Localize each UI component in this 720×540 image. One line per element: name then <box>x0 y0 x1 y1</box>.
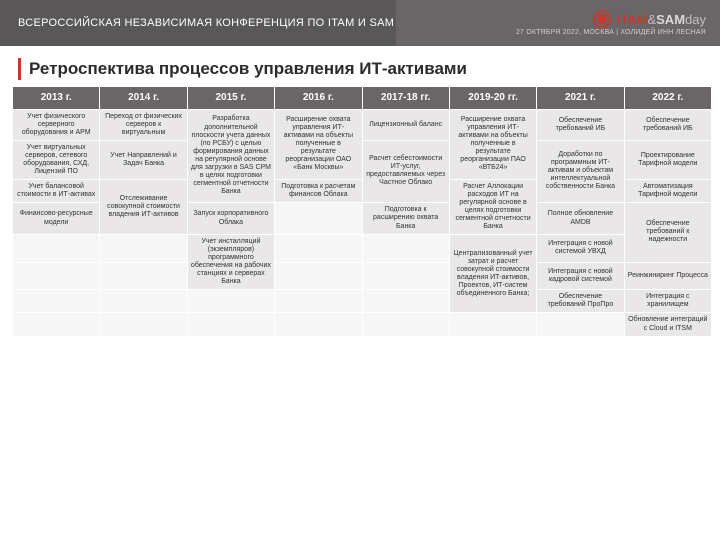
table-cell: Подготовка к расчетам финансов Облака <box>275 179 362 202</box>
table-cell: Отслеживание совокупной стоимости владен… <box>100 179 187 234</box>
banner-title: ВСЕРОССИЙСКАЯ НЕЗАВИСИМАЯ КОНФЕРЕНЦИЯ ПО… <box>18 17 394 29</box>
table-cell: Интеграция с хранилищем <box>624 290 711 313</box>
table-row: Учет инсталляций (экземпляров) программн… <box>13 235 712 263</box>
table-cell <box>100 313 187 336</box>
brand-itam: ITAM <box>617 12 648 27</box>
table-row: Учет физического серверного оборудования… <box>13 109 712 140</box>
table-cell: Расширение охвата управления ИТ-активами… <box>449 109 536 179</box>
brand-sam: SAM <box>656 12 685 27</box>
retrospective-table-wrap: 2013 г.2014 г.2015 г.2016 г.2017-18 гг.2… <box>0 86 720 337</box>
table-cell <box>100 262 187 290</box>
title-accent-bar <box>18 58 21 80</box>
year-header: 2021 г. <box>537 87 624 110</box>
slide-title: Ретроспектива процессов управления ИТ-ак… <box>29 59 467 79</box>
table-cell: Обеспечение требований ИБ <box>537 109 624 140</box>
table-cell <box>187 290 274 313</box>
table-cell: Расчет Аллокации расходов ИТ на регулярн… <box>449 179 536 234</box>
retrospective-table: 2013 г.2014 г.2015 г.2016 г.2017-18 гг.2… <box>12 86 712 337</box>
table-cell: Лицензионный баланс <box>362 109 449 140</box>
table-cell: Обновление интеграций с Cloud и ITSM <box>624 313 711 336</box>
year-header: 2013 г. <box>13 87 100 110</box>
table-cell: Расчет себестоимости ИТ-услуг, предостав… <box>362 140 449 202</box>
table-cell <box>362 262 449 290</box>
table-cell <box>362 235 449 263</box>
table-cell: Обеспечение требований ПроПро <box>537 290 624 313</box>
table-cell: Проектирование Тарифной модели <box>624 140 711 179</box>
table-cell: Учет Направлений и Задач Банка <box>100 140 187 179</box>
table-cell <box>13 290 100 313</box>
table-cell <box>275 290 362 313</box>
top-banner: ВСЕРОССИЙСКАЯ НЕЗАВИСИМАЯ КОНФЕРЕНЦИЯ ПО… <box>0 0 720 46</box>
table-cell <box>275 235 362 263</box>
brand-icon <box>593 10 611 28</box>
table-cell: Учет инсталляций (экземпляров) программн… <box>187 235 274 290</box>
table-cell <box>13 262 100 290</box>
table-cell: Учет балансовой стоимости в ИТ-активах <box>13 179 100 202</box>
table-row: Учет виртуальных серверов, сетевого обор… <box>13 140 712 179</box>
banner-brand: ITAM&SAMday 27 ОКТЯБРЯ 2022, МОСКВА | ХО… <box>516 10 706 36</box>
table-cell: Переход от физических серверов к виртуал… <box>100 109 187 140</box>
table-cell: Расширение охвата управления ИТ-активами… <box>275 109 362 179</box>
table-cell: Автоматизация Тарифной модели <box>624 179 711 202</box>
table-cell: Полное обновление AMDB <box>537 202 624 234</box>
table-cell <box>449 313 536 336</box>
brand-logo-row: ITAM&SAMday <box>593 10 706 28</box>
year-header: 2014 г. <box>100 87 187 110</box>
table-cell: Интеграция с новой кадровой системой <box>537 262 624 290</box>
year-header: 2019-20 гг. <box>449 87 536 110</box>
table-cell <box>362 313 449 336</box>
slide-title-wrap: Ретроспектива процессов управления ИТ-ак… <box>0 46 720 86</box>
table-cell <box>537 313 624 336</box>
banner-subtitle: 27 ОКТЯБРЯ 2022, МОСКВА | ХОЛИДЕЙ ИНН ЛЕ… <box>516 29 706 36</box>
table-cell: Подготовка к расширению охвата Банка <box>362 202 449 234</box>
table-cell <box>187 313 274 336</box>
table-cell <box>275 202 362 234</box>
brand-amp: & <box>647 12 656 27</box>
table-cell <box>13 235 100 263</box>
table-row: Интеграция с новой кадровой системойРеин… <box>13 262 712 290</box>
table-cell <box>275 313 362 336</box>
table-cell <box>275 262 362 290</box>
table-cell <box>100 235 187 263</box>
year-header: 2015 г. <box>187 87 274 110</box>
table-cell <box>13 313 100 336</box>
table-cell: Централизованный учет затрат и расчет со… <box>449 235 536 313</box>
table-cell: Обеспечение требований ИБ <box>624 109 711 140</box>
table-cell <box>362 290 449 313</box>
table-cell: Разработка дополнительной плоскости учет… <box>187 109 274 202</box>
table-cell: Учет физического серверного оборудования… <box>13 109 100 140</box>
table-cell: Финансово-ресурсные модели <box>13 202 100 234</box>
table-cell: Интеграция с новой системой УВХД <box>537 235 624 263</box>
year-header: 2017-18 гг. <box>362 87 449 110</box>
table-row: Обеспечение требований ПроПроИнтеграция … <box>13 290 712 313</box>
brand-day: day <box>685 12 706 27</box>
year-header: 2022 г. <box>624 87 711 110</box>
table-cell: Реинжиниринг Процесса <box>624 262 711 290</box>
table-row: Обновление интеграций с Cloud и ITSM <box>13 313 712 336</box>
table-cell <box>100 290 187 313</box>
table-cell: Учет виртуальных серверов, сетевого обор… <box>13 140 100 179</box>
year-header: 2016 г. <box>275 87 362 110</box>
table-cell: Запуск корпоративного Облака <box>187 202 274 234</box>
table-cell: Обеспечение требований к надежности <box>624 202 711 262</box>
table-cell: Доработки по программным ИТ-активам и об… <box>537 140 624 202</box>
